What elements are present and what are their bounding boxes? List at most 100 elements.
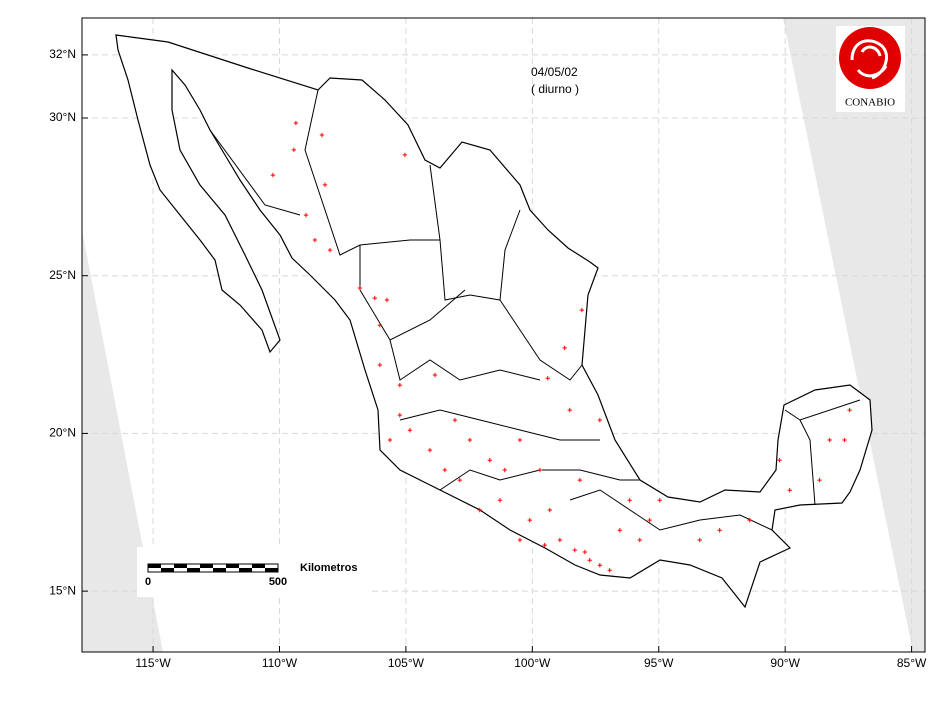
hotspot	[567, 407, 572, 413]
hotspot	[291, 147, 297, 153]
state-border	[439, 209, 521, 301]
hotspot	[547, 507, 552, 513]
hotspot	[497, 498, 503, 503]
state-border	[784, 399, 861, 421]
hotspot	[597, 563, 603, 568]
hotspot	[817, 477, 822, 483]
x-tick-label: 105°W	[388, 656, 425, 670]
scale-check	[265, 568, 278, 572]
hotspot	[847, 407, 852, 413]
x-tick-label: 95°W	[644, 656, 674, 670]
hotspot	[452, 417, 458, 423]
no-data-left	[82, 230, 163, 652]
hotspot	[397, 412, 403, 418]
scale-checks	[148, 564, 278, 572]
hotspot	[517, 537, 523, 543]
plot-area	[82, 18, 925, 652]
hotspot	[777, 458, 782, 463]
hotspot	[357, 285, 363, 291]
y-tick-label: 25°N	[49, 268, 76, 282]
hotspot	[312, 237, 318, 243]
scale-check	[174, 564, 187, 568]
hotspot	[542, 542, 547, 548]
state-border	[209, 129, 301, 216]
hotspot	[579, 307, 585, 313]
hotspot	[582, 549, 588, 555]
scale-check	[213, 568, 226, 572]
hotspot	[717, 528, 722, 533]
hotspot	[427, 447, 433, 453]
hotspot	[377, 323, 383, 328]
logo-swirl	[850, 39, 888, 80]
hotspot	[697, 537, 702, 543]
hotspot	[587, 558, 592, 563]
hotspot	[607, 568, 612, 573]
hotspot	[527, 517, 532, 523]
hotspot	[562, 345, 567, 351]
y-tick-label: 20°N	[49, 426, 76, 440]
y-tick-label: 30°N	[49, 110, 76, 124]
state-border	[569, 489, 773, 531]
scale-check	[226, 564, 239, 568]
hotspot	[377, 362, 383, 368]
scale-check	[148, 564, 161, 568]
subtitle: ( diurno )	[531, 82, 579, 96]
hotspot	[322, 182, 328, 188]
hotspot	[617, 528, 623, 533]
hotspots	[270, 120, 852, 573]
scale-label: 0	[145, 576, 151, 588]
mexico-outline	[115, 34, 873, 609]
logo: CONABIO	[836, 26, 905, 112]
hotspot	[537, 467, 543, 473]
hotspot	[457, 477, 462, 483]
hotspot	[372, 295, 377, 301]
hotspot	[293, 120, 299, 126]
no-data-right	[783, 18, 925, 652]
hotspot	[303, 212, 309, 218]
hotspot	[557, 537, 563, 543]
x-tick-label: 110°W	[262, 656, 298, 670]
hotspot	[572, 547, 578, 553]
scale-check	[187, 568, 200, 572]
hotspot	[384, 297, 390, 303]
x-tick-label: 90°W	[770, 656, 800, 670]
hotspot	[397, 382, 403, 388]
state-border	[499, 299, 583, 381]
hotspot	[270, 172, 276, 178]
y-tick-label: 32°N	[49, 47, 76, 61]
hotspot	[432, 372, 438, 378]
hotspot	[627, 498, 632, 503]
hotspot	[467, 437, 473, 443]
hotspot	[502, 467, 507, 473]
hotspot	[387, 437, 393, 443]
hotspot	[327, 247, 333, 253]
date-label: 04/05/02	[531, 65, 578, 79]
hotspot	[827, 437, 832, 443]
scale-check	[200, 564, 213, 568]
hotspot	[657, 498, 662, 503]
hotspot	[402, 152, 408, 158]
hotspot	[517, 437, 523, 443]
scale-unit: Kilometros	[300, 562, 357, 574]
state-border	[799, 419, 816, 506]
hotspot	[842, 437, 847, 443]
scale-label: 500	[269, 576, 287, 588]
hotspot	[407, 428, 413, 433]
hotspot	[637, 537, 642, 543]
hotspot	[319, 132, 325, 138]
x-tick-label: 85°W	[897, 656, 927, 670]
scale-check	[252, 564, 265, 568]
logo-text: CONABIO	[845, 97, 895, 109]
hotspot	[487, 458, 493, 463]
hotspot	[647, 517, 652, 523]
hotspot	[545, 376, 550, 381]
state-border	[399, 409, 600, 441]
hotspot	[577, 477, 583, 483]
scale-bar: 0 500 Kilometros	[137, 547, 370, 597]
y-tick-label: 15°N	[49, 583, 76, 597]
hotspot	[597, 417, 603, 423]
axis-ticks: 115°W 110°W 105°W 100°W 95°W 90°W 85°W 15°N 20°N…	[49, 47, 927, 670]
x-tick-label: 115°W	[135, 656, 171, 670]
hotspot	[442, 467, 448, 473]
